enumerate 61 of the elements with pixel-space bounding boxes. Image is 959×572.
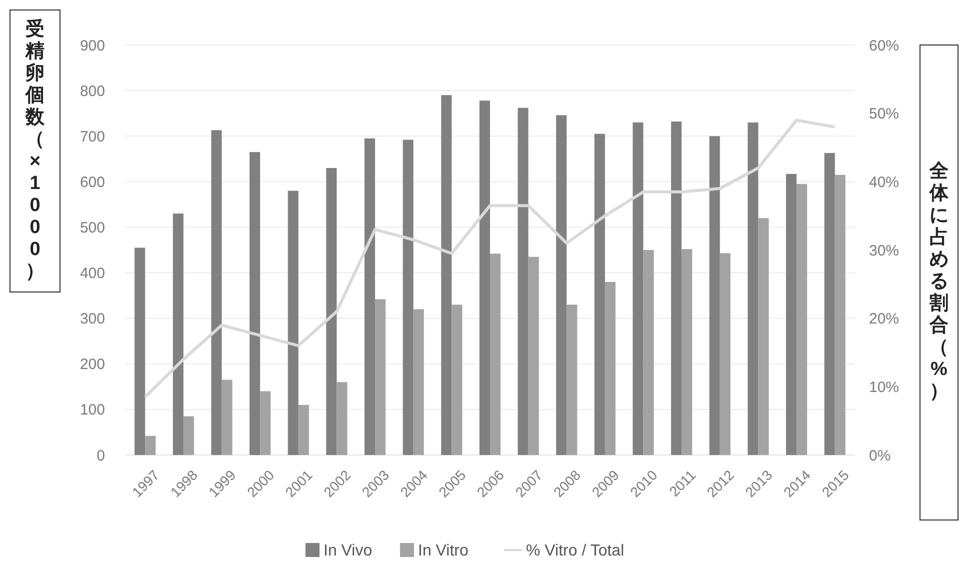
bar	[709, 136, 720, 455]
bar	[298, 404, 309, 455]
bar	[222, 380, 232, 455]
y-tick-label: 700	[80, 128, 105, 146]
y2-tick-label: 10%	[869, 378, 900, 396]
bar	[441, 95, 452, 455]
y-tick-label: 900	[80, 37, 105, 54]
bar	[748, 122, 758, 455]
bar	[594, 134, 605, 455]
legend-label: % Vitro / Total	[526, 542, 624, 560]
bar	[288, 190, 298, 455]
bar	[758, 218, 769, 455]
legend-label: In Vitro	[418, 542, 468, 560]
bar	[518, 108, 528, 455]
y2-tick-label: 60%	[869, 37, 900, 54]
y-tick-label: 800	[80, 82, 105, 100]
y-tick-label: 400	[80, 265, 105, 282]
y-tick-label: 200	[80, 356, 105, 374]
legend-label: In Vivo	[324, 542, 372, 560]
bar	[326, 168, 337, 455]
bar	[413, 309, 424, 455]
bar	[786, 174, 797, 455]
bar	[490, 254, 501, 455]
bar	[643, 250, 654, 455]
bar	[671, 122, 682, 455]
bar	[336, 382, 348, 455]
bar	[479, 100, 490, 455]
bar	[796, 184, 808, 455]
bar	[183, 416, 194, 455]
y-tick-label: 500	[80, 219, 105, 236]
bar	[556, 115, 567, 455]
bar	[566, 304, 578, 455]
y2-tick-label: 0%	[869, 447, 891, 464]
y-tick-label: 100	[80, 402, 105, 419]
bar	[528, 256, 539, 455]
y-tick-label: 600	[80, 174, 105, 191]
bar	[824, 152, 835, 455]
bar	[402, 140, 414, 455]
bar	[250, 152, 260, 455]
y2-tick-label: 20%	[869, 310, 900, 328]
bar	[834, 174, 846, 455]
bar	[134, 248, 146, 455]
line-series	[144, 118, 836, 398]
bar	[260, 391, 271, 455]
bar	[172, 214, 184, 455]
bar	[682, 249, 692, 455]
y2-tick-label: 40%	[869, 174, 900, 191]
bar	[211, 130, 222, 455]
y2-tick-label: 50%	[869, 106, 900, 123]
bar	[364, 138, 376, 455]
y-tick-label: 300	[80, 310, 105, 328]
bar	[720, 253, 730, 455]
bar	[375, 299, 386, 455]
bar	[604, 282, 616, 455]
y2-tick-label: 30%	[869, 242, 900, 260]
text: 受精卵個数（×1000）	[26, 19, 44, 282]
text: 全体に占める割合（%）	[930, 161, 948, 402]
bar	[632, 122, 644, 455]
bar	[145, 436, 156, 455]
bar	[452, 304, 462, 455]
y-tick-label: 0	[96, 447, 105, 464]
